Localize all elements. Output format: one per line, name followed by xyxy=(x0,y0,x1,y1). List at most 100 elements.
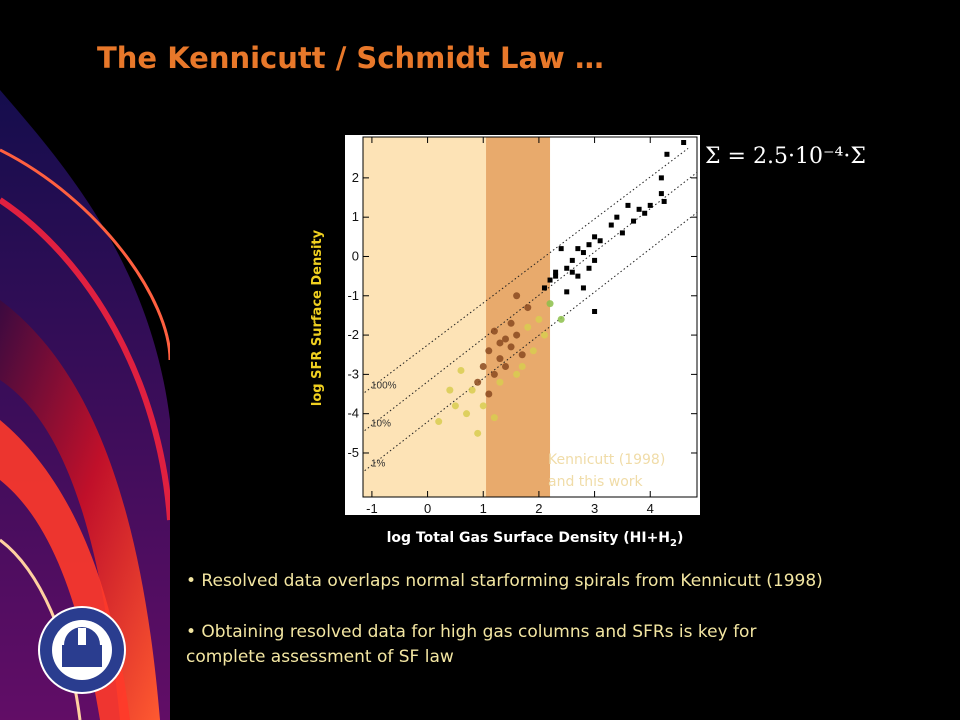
point xyxy=(479,402,487,410)
point xyxy=(580,250,586,256)
point xyxy=(558,246,564,252)
point xyxy=(586,242,592,248)
point xyxy=(546,300,554,308)
y-axis-label: log SFR Surface Density xyxy=(310,229,325,406)
x-axis-label-part: ) xyxy=(677,530,683,546)
y-tick-label: 2 xyxy=(352,170,359,185)
point xyxy=(553,273,559,279)
point xyxy=(681,140,687,146)
point xyxy=(586,265,592,271)
plot: 100% 10% 1% -1 0 1 2 3 4 2 1 0 -1 -2 -3 -4 -5 Kennicutt (… xyxy=(310,136,698,549)
bullet-text: • Obtaining resolved data for high gas c… xyxy=(186,622,756,642)
point xyxy=(496,355,504,363)
point xyxy=(535,315,543,323)
bullet-text: • Resolved data overlaps normal starform… xyxy=(186,571,823,591)
point xyxy=(664,151,670,157)
y-tick-label: 0 xyxy=(352,248,359,263)
point xyxy=(575,246,581,252)
y-tick-label: -5 xyxy=(347,445,359,460)
point xyxy=(524,323,532,331)
point xyxy=(658,191,664,197)
point xyxy=(658,175,664,181)
equation: Σ = 2.5·10⁻⁴·Σ xyxy=(705,144,866,169)
point xyxy=(518,363,526,371)
shaded-band xyxy=(363,137,487,497)
point xyxy=(625,202,631,208)
point xyxy=(490,370,498,378)
point xyxy=(435,418,443,426)
y-tick-label: -2 xyxy=(347,327,359,342)
point xyxy=(490,414,498,422)
x-tick-label: 2 xyxy=(535,501,542,516)
point xyxy=(647,202,653,208)
point xyxy=(564,289,570,295)
bullets: • Resolved data overlaps normal starform… xyxy=(186,571,823,667)
point xyxy=(557,315,565,323)
y-tick-label: -4 xyxy=(347,406,359,421)
point xyxy=(580,285,586,291)
point xyxy=(529,347,537,355)
point xyxy=(496,378,504,386)
point xyxy=(642,210,648,216)
y-tick-label: 1 xyxy=(352,209,359,224)
point xyxy=(661,198,667,204)
x-axis-label-part: log Total Gas Surface Density (HI+H xyxy=(387,530,670,546)
x-tick-label: 4 xyxy=(647,501,654,516)
logo xyxy=(38,606,126,694)
point xyxy=(540,331,548,339)
point xyxy=(502,363,510,371)
point xyxy=(507,319,515,327)
point xyxy=(592,234,598,240)
point xyxy=(547,277,553,283)
point xyxy=(513,331,521,339)
point xyxy=(619,230,625,236)
slide-title: The Kennicutt / Schmidt Law … xyxy=(97,41,604,75)
point xyxy=(468,386,476,394)
point xyxy=(479,363,487,371)
point xyxy=(502,335,510,343)
y-tick-label: -1 xyxy=(347,288,359,303)
annotation: Kennicutt (1998) xyxy=(548,452,665,468)
x-tick-label: 3 xyxy=(591,501,598,516)
point xyxy=(553,269,559,275)
efficiency-label: 1% xyxy=(371,459,386,470)
x-tick-label: -1 xyxy=(366,501,378,516)
annotation: and this work xyxy=(548,474,644,490)
x-axis-label: log Total Gas Surface Density (HI+H2) xyxy=(387,530,684,549)
point xyxy=(569,269,575,275)
point xyxy=(518,351,526,359)
point xyxy=(507,343,515,351)
point xyxy=(490,327,498,335)
point xyxy=(474,378,482,386)
point xyxy=(485,347,493,355)
efficiency-label: 10% xyxy=(371,419,391,430)
point xyxy=(614,214,620,220)
point xyxy=(457,366,465,374)
point xyxy=(631,218,637,224)
x-axis-label-part: 2 xyxy=(670,538,677,549)
efficiency-label: 100% xyxy=(371,380,397,391)
point xyxy=(463,410,471,418)
point xyxy=(541,285,547,291)
point xyxy=(451,402,459,410)
point xyxy=(474,429,482,437)
point xyxy=(513,370,521,378)
point xyxy=(592,257,598,263)
y-tick-label: -3 xyxy=(347,366,359,381)
x-tick-label: 0 xyxy=(424,501,431,516)
bullet-text: complete assessment of SF law xyxy=(186,647,454,667)
x-tick-label: 1 xyxy=(480,501,487,516)
point xyxy=(564,265,570,271)
point xyxy=(597,238,603,244)
point xyxy=(575,273,581,279)
point xyxy=(524,304,532,312)
point xyxy=(446,386,454,394)
point xyxy=(569,257,575,263)
point xyxy=(485,390,493,398)
plot-border xyxy=(362,136,698,498)
point xyxy=(636,206,642,212)
point xyxy=(592,308,598,314)
point xyxy=(513,292,521,300)
